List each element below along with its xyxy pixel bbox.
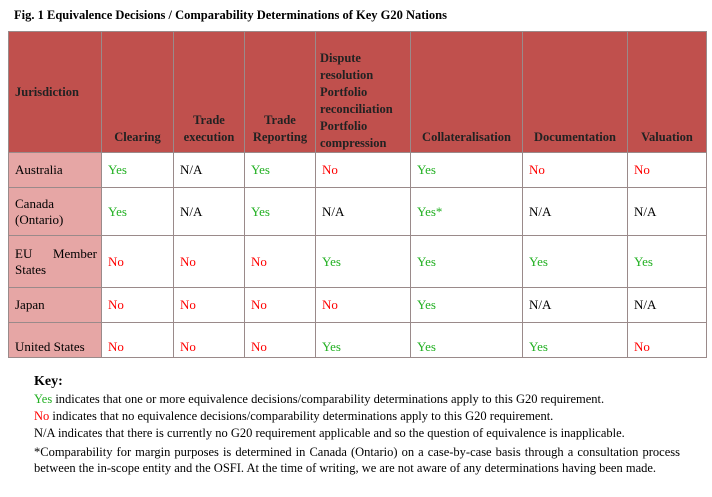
key-yes-line: Yes indicates that one or more equivalen… (34, 392, 604, 407)
key-title: Key: (34, 374, 63, 389)
header-row: Jurisdiction Clearing Trade execution Tra… (8, 31, 707, 153)
table-cell: N/A (522, 187, 628, 236)
key-footnote: *Comparability for margin purposes is de… (34, 445, 680, 475)
table-cell: No (101, 235, 174, 288)
table-cell: Yes (101, 187, 174, 236)
key-no-word: No (34, 409, 50, 423)
table-cell: Yes (627, 235, 707, 288)
table-cell: No (244, 235, 316, 288)
table-cell: Yes (315, 235, 411, 288)
header-collateralisation: Collateralisation (410, 31, 523, 153)
table-cell: N/A (627, 187, 707, 236)
table-cell: No (173, 322, 245, 358)
row-jurisdiction: Canada (Ontario) (8, 187, 102, 236)
table-cell: N/A (627, 287, 707, 323)
figure-title: Fig. 1 Equivalence Decisions / Comparabi… (14, 8, 447, 22)
table-cell: Yes (410, 152, 523, 188)
table-cell: No (244, 287, 316, 323)
equivalence-table: Jurisdiction Clearing Trade execution Tra… (8, 31, 707, 358)
table-row: Japan No No No No Yes N/A N/A (8, 287, 707, 323)
header-trade-execution: Trade execution (173, 31, 245, 153)
table-cell: Yes* (410, 187, 523, 236)
row-jurisdiction: EU Member States (8, 235, 102, 288)
table-cell: N/A (173, 187, 245, 236)
row-jurisdiction: United States (8, 322, 102, 358)
table-cell: No (101, 322, 174, 358)
header-valuation: Valuation (627, 31, 707, 153)
key-na-line: N/A indicates that there is currently no… (34, 426, 625, 440)
table-cell: Yes (410, 322, 523, 358)
header-jurisdiction: Jurisdiction (8, 31, 102, 153)
table-cell: Yes (244, 187, 316, 236)
header-trade-reporting: Trade Reporting (244, 31, 316, 153)
table-row: EU Member States No No No Yes Yes Yes Yes (8, 235, 707, 288)
table-cell: No (627, 152, 707, 188)
table-cell: Yes (101, 152, 174, 188)
key-no-line: No indicates that no equivalence decisio… (34, 409, 553, 424)
table-row: Canada (Ontario) Yes N/A Yes N/A Yes* N/A… (8, 187, 707, 236)
table-cell: No (315, 152, 411, 188)
table-cell: No (315, 287, 411, 323)
table-cell: N/A (522, 287, 628, 323)
header-dispute-resolution: Dispute resolution Portfolio reconciliation… (315, 31, 411, 153)
table-cell: No (173, 287, 245, 323)
row-jurisdiction: Japan (8, 287, 102, 323)
table-cell: N/A (173, 152, 245, 188)
table-cell: No (244, 322, 316, 358)
table-cell: Yes (315, 322, 411, 358)
header-documentation: Documentation (522, 31, 628, 153)
key-yes-text: indicates that one or more equivalence d… (52, 392, 605, 406)
table-cell: No (173, 235, 245, 288)
key-yes-word: Yes (34, 392, 53, 406)
table-cell: Yes (522, 235, 628, 288)
header-clearing: Clearing (101, 31, 174, 153)
table-cell: N/A (315, 187, 411, 236)
table-cell: No (627, 322, 707, 358)
table-cell: Yes (244, 152, 316, 188)
row-jurisdiction: Australia (8, 152, 102, 188)
table-row: Australia Yes N/A Yes No Yes No No (8, 152, 707, 188)
table-cell: Yes (410, 235, 523, 288)
table-cell: No (522, 152, 628, 188)
table-row: United States No No No Yes Yes Yes No (8, 322, 707, 358)
table-cell: No (101, 287, 174, 323)
table-cell: Yes (410, 287, 523, 323)
key-no-text: indicates that no equivalence decisions/… (49, 409, 554, 423)
table-cell: Yes (522, 322, 628, 358)
